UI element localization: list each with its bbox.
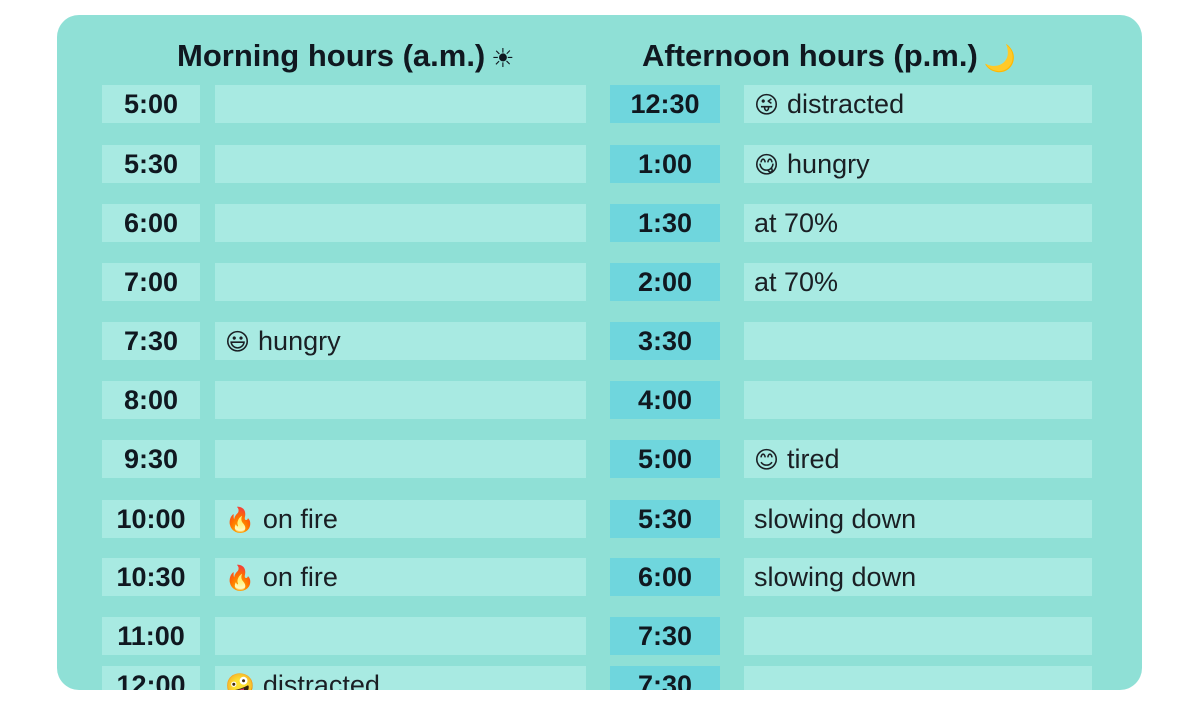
- afternoon-row: 2:00 at 70%: [57, 263, 1142, 301]
- mood-emoji-icon: 🔥: [225, 565, 255, 592]
- mood-emoji-icon: 🤪: [225, 673, 255, 690]
- afternoon-heading-text: Afternoon hours (p.m.): [642, 38, 978, 73]
- morning-row: 7:30 😃 hungry: [57, 322, 1142, 360]
- morning-time-cell: 6:00: [102, 204, 200, 242]
- morning-heading: Morning hours (a.m.) ☀: [177, 37, 515, 75]
- afternoon-time-cell: 1:30: [610, 204, 720, 242]
- afternoon-time-cell: 5:30: [610, 500, 720, 538]
- morning-note-cell: [215, 381, 586, 419]
- morning-row: 6:00: [57, 204, 1142, 242]
- afternoon-row: 5:30 slowing down: [57, 500, 1142, 538]
- afternoon-row: 12:30 😜 distracted: [57, 85, 1142, 123]
- morning-note-cell: [215, 145, 586, 183]
- afternoon-note-text: hungry: [787, 149, 870, 179]
- afternoon-note-cell: 😊 tired: [744, 440, 1092, 478]
- morning-time-cell: 7:30: [102, 322, 200, 360]
- morning-note-cell: [215, 204, 586, 242]
- mood-emoji-icon: 🔥: [225, 507, 255, 534]
- morning-note-cell: [215, 85, 586, 123]
- afternoon-row: 7:30: [57, 666, 1142, 690]
- afternoon-time-cell: 7:30: [610, 617, 720, 655]
- afternoon-row: 5:00 😊 tired: [57, 440, 1142, 478]
- afternoon-row: 3:30: [57, 322, 1142, 360]
- morning-heading-text: Morning hours (a.m.): [177, 38, 486, 73]
- schedule-panel: Morning hours (a.m.) ☀ Afternoon hours (p…: [57, 15, 1142, 690]
- morning-row: 7:00: [57, 263, 1142, 301]
- morning-time-cell: 10:00: [102, 500, 200, 538]
- morning-time-cell: 12:00: [102, 666, 200, 690]
- afternoon-note-cell: slowing down: [744, 500, 1092, 538]
- afternoon-time-cell: 7:30: [610, 666, 720, 690]
- morning-time-cell: 5:30: [102, 145, 200, 183]
- morning-row: 5:30: [57, 145, 1142, 183]
- morning-note-cell: 🔥 on fire: [215, 558, 586, 596]
- afternoon-note-cell: [744, 381, 1092, 419]
- afternoon-note-text: distracted: [787, 89, 905, 119]
- morning-time-cell: 5:00: [102, 85, 200, 123]
- mood-emoji-icon: 😃: [225, 329, 251, 356]
- afternoon-note-cell: [744, 322, 1092, 360]
- morning-note-cell: 🤪 distracted: [215, 666, 586, 690]
- afternoon-note-cell: 😜 distracted: [744, 85, 1092, 123]
- afternoon-note-cell: at 70%: [744, 204, 1092, 242]
- afternoon-row: 6:00 slowing down: [57, 558, 1142, 596]
- afternoon-note-text: at 70%: [754, 267, 839, 297]
- afternoon-note-cell: 😋 hungry: [744, 145, 1092, 183]
- morning-note-cell: [215, 263, 586, 301]
- morning-note-cell: [215, 617, 586, 655]
- afternoon-time-cell: 1:00: [610, 145, 720, 183]
- afternoon-time-cell: 6:00: [610, 558, 720, 596]
- afternoon-note-text: at 70%: [754, 208, 839, 238]
- afternoon-row: 7:30: [57, 617, 1142, 655]
- morning-time-cell: 10:30: [102, 558, 200, 596]
- afternoon-time-cell: 3:30: [610, 322, 720, 360]
- afternoon-row: 4:00: [57, 381, 1142, 419]
- afternoon-heading: Afternoon hours (p.m.) 🌙: [642, 37, 1016, 75]
- afternoon-note-cell: at 70%: [744, 263, 1092, 301]
- morning-note-text: on fire: [262, 562, 338, 592]
- afternoon-note-cell: slowing down: [744, 558, 1092, 596]
- mood-emoji-icon: 😜: [754, 92, 780, 119]
- morning-row: 9:30: [57, 440, 1142, 478]
- afternoon-row: 1:00 😋 hungry: [57, 145, 1142, 183]
- afternoon-note-text: slowing down: [754, 562, 917, 592]
- afternoon-time-cell: 2:00: [610, 263, 720, 301]
- morning-note-text: hungry: [258, 326, 341, 356]
- morning-row: 11:00: [57, 617, 1142, 655]
- morning-time-cell: 11:00: [102, 617, 200, 655]
- mood-emoji-icon: 😋: [754, 152, 780, 179]
- afternoon-time-cell: 5:00: [610, 440, 720, 478]
- afternoon-time-cell: 4:00: [610, 381, 720, 419]
- morning-note-cell: [215, 440, 586, 478]
- morning-row: 10:00 🔥 on fire: [57, 500, 1142, 538]
- morning-time-cell: 7:00: [102, 263, 200, 301]
- morning-row: 12:00 🤪 distracted: [57, 666, 1142, 690]
- morning-row: 8:00: [57, 381, 1142, 419]
- afternoon-time-cell: 12:30: [610, 85, 720, 123]
- mood-emoji-icon: 😊: [754, 447, 780, 474]
- sun-icon: ☀: [491, 42, 515, 73]
- moon-icon: 🌙: [983, 42, 1017, 73]
- afternoon-note-cell: [744, 666, 1092, 690]
- afternoon-row: 1:30 at 70%: [57, 204, 1142, 242]
- morning-note-text: on fire: [262, 504, 338, 534]
- afternoon-note-cell: [744, 617, 1092, 655]
- afternoon-note-text: slowing down: [754, 504, 917, 534]
- morning-time-cell: 9:30: [102, 440, 200, 478]
- morning-note-cell: 😃 hungry: [215, 322, 586, 360]
- morning-row: 5:00: [57, 85, 1142, 123]
- morning-note-text: distracted: [262, 670, 380, 690]
- morning-note-cell: 🔥 on fire: [215, 500, 586, 538]
- afternoon-note-text: tired: [787, 444, 840, 474]
- morning-time-cell: 8:00: [102, 381, 200, 419]
- morning-row: 10:30 🔥 on fire: [57, 558, 1142, 596]
